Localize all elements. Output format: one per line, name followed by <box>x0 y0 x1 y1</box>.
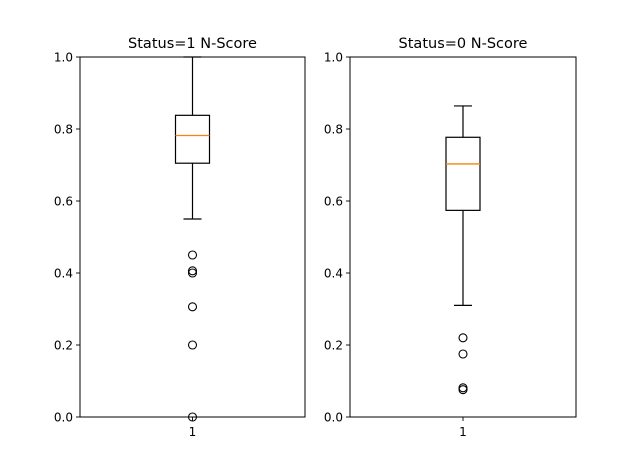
axes-frame <box>79 56 306 418</box>
y-tick-label: 1.0 <box>54 50 73 64</box>
outlier-point <box>187 250 198 260</box>
iqr-box <box>445 136 481 211</box>
outlier-point <box>458 385 468 395</box>
chart-title: Status=1 N-Score <box>128 36 257 52</box>
y-tick-label: 0.2 <box>324 338 343 352</box>
y-tick-label: 0.0 <box>324 410 343 424</box>
y-tick-label: 0.4 <box>54 266 73 280</box>
x-tick-label: 1 <box>459 425 467 439</box>
y-tick-label: 0.0 <box>54 410 73 424</box>
panel-status-1: Status=1 N-Score 0.0 0.2 0.4 0.6 0.8 1.0 1 <box>54 36 306 439</box>
panel-status-0: Status=0 N-Score 0.0 0.2 0.4 0.6 0.8 1.0 1 <box>324 36 577 439</box>
y-tick-label: 0.4 <box>324 266 343 280</box>
outlier-point <box>187 340 198 350</box>
outlier-point <box>458 333 468 343</box>
y-tick-label: 0.8 <box>324 122 343 136</box>
iqr-box <box>174 114 211 164</box>
y-tick-label: 1.0 <box>324 50 343 64</box>
y-tick-label: 0.2 <box>54 338 73 352</box>
y-tick-label: 0.8 <box>54 122 73 136</box>
x-tick-label: 1 <box>189 425 197 439</box>
y-tick-label: 0.6 <box>54 194 73 208</box>
outlier-point <box>187 302 198 312</box>
outlier-point <box>458 349 468 359</box>
chart-title: Status=0 N-Score <box>399 36 528 52</box>
y-tick-label: 0.6 <box>324 194 343 208</box>
outlier-point <box>187 268 198 278</box>
axes-frame <box>349 56 577 418</box>
